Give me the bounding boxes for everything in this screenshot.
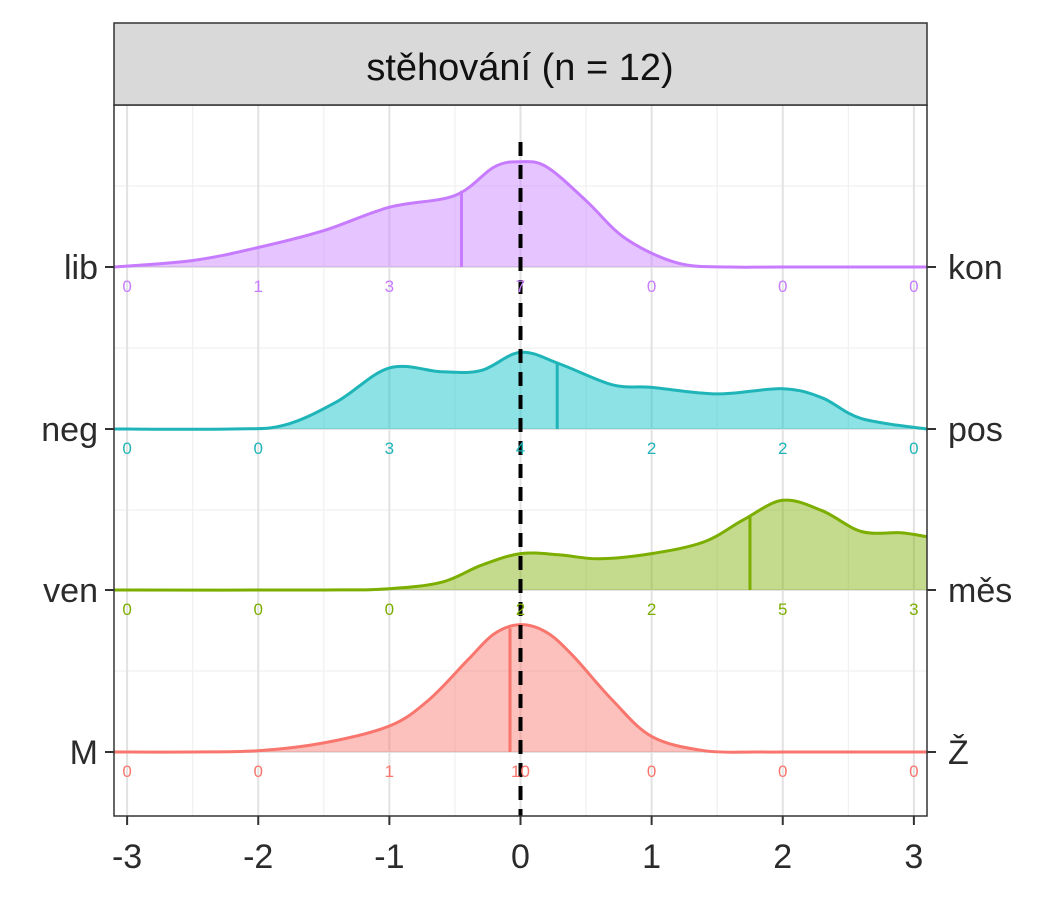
count-label: 0 (254, 762, 263, 781)
count-label: 0 (122, 762, 131, 781)
right-y-label: Ž (948, 734, 969, 772)
facet-strip-background (113, 22, 928, 106)
count-label: 0 (909, 439, 918, 458)
count-label: 0 (254, 439, 263, 458)
density-line (113, 498, 928, 592)
count-label: 0 (909, 762, 918, 781)
count-label: 0 (647, 762, 656, 781)
x-tick-label: -3 (112, 838, 142, 876)
count-label: 2 (778, 439, 787, 458)
x-tick-label: 1 (642, 838, 661, 876)
density-area (114, 624, 927, 753)
left-y-label: M (70, 734, 98, 772)
x-tick-label: 0 (511, 838, 530, 876)
count-label: 0 (254, 600, 263, 619)
left-y-label: lib (64, 249, 98, 287)
facet-strip-title: stěhování (n = 12) (366, 47, 673, 89)
count-label: 10 (511, 762, 530, 781)
density-area (114, 352, 927, 430)
count-label: 0 (122, 277, 131, 296)
right-y-label: měs (948, 572, 1012, 610)
density-line (113, 160, 927, 269)
facet-strip: stěhování (n = 12) (113, 22, 928, 106)
count-label: 0 (909, 277, 918, 296)
left-y-label: ven (43, 572, 98, 610)
count-label: 2 (516, 600, 525, 619)
count-label: 3 (385, 277, 394, 296)
x-tick-label: 3 (904, 838, 923, 876)
density-line (113, 623, 927, 754)
count-label: 3 (385, 439, 394, 458)
count-label: 4 (516, 439, 525, 458)
count-label: 2 (647, 439, 656, 458)
left-y-label: neg (41, 411, 98, 449)
count-label: 5 (778, 600, 787, 619)
count-label: 0 (778, 277, 787, 296)
count-label: 7 (516, 277, 525, 296)
count-label: 0 (122, 439, 131, 458)
count-label: 0 (122, 600, 131, 619)
count-labels: 0 0 1 10 0 0 0 0 0 0 2 2 5 3 0 0 3 4 2 2 0 0 1 3 7 0 0 0 (122, 277, 918, 781)
count-label: 0 (647, 277, 656, 296)
count-label: 1 (254, 277, 263, 296)
right-y-label: pos (948, 411, 1003, 449)
x-tick-label: -2 (243, 838, 273, 876)
x-tick-label: -1 (374, 838, 404, 876)
count-label: 1 (385, 762, 394, 781)
count-label: 2 (647, 600, 656, 619)
count-label: 0 (778, 762, 787, 781)
count-label: 0 (385, 600, 394, 619)
density-area (114, 500, 927, 591)
right-y-label: kon (948, 249, 1003, 287)
density-line (113, 350, 928, 431)
x-tick-label: 2 (773, 838, 792, 876)
count-label: 3 (909, 600, 918, 619)
